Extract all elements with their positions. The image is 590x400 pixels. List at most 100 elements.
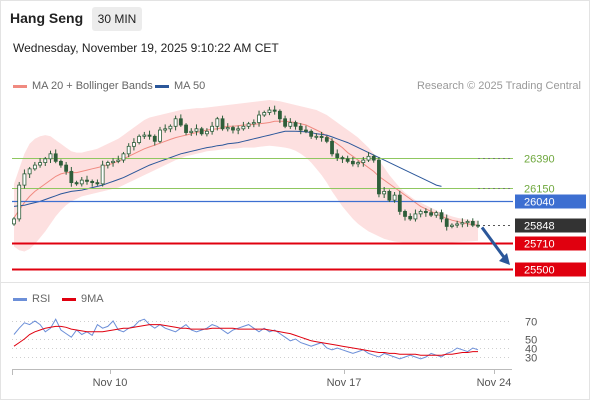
legend-ma20-label: MA 20 + Bollinger Bands bbox=[32, 80, 153, 93]
candle-body bbox=[288, 122, 293, 127]
level-label-26040: 26040 bbox=[524, 197, 555, 209]
candle-body bbox=[246, 123, 251, 127]
candle-body bbox=[168, 125, 173, 130]
candle-body bbox=[324, 137, 329, 142]
credit-text: Research © 2025 Trading Central bbox=[416, 80, 581, 92]
rsi-tick-label: 50 bbox=[525, 335, 537, 347]
candle-body bbox=[392, 194, 397, 201]
level-label-26390: 26390 bbox=[524, 154, 555, 166]
x-axis-label: Nov 10 bbox=[93, 377, 128, 389]
bollinger-band-area bbox=[14, 100, 478, 252]
candle-body bbox=[460, 222, 465, 225]
candle-body bbox=[85, 179, 89, 182]
candle-body bbox=[126, 145, 131, 155]
rsi-tick-label: 40 bbox=[525, 344, 537, 356]
candle-body bbox=[178, 118, 183, 126]
rsi-line bbox=[13, 318, 479, 360]
candle-body bbox=[408, 216, 413, 220]
candle-body bbox=[251, 122, 256, 125]
candle-body bbox=[403, 211, 407, 217]
candle-body bbox=[74, 182, 79, 185]
legend-rsi: RSI bbox=[13, 293, 50, 305]
candle-body bbox=[418, 211, 423, 215]
candle-body bbox=[361, 159, 366, 163]
candle-body bbox=[465, 221, 470, 224]
rsi-tick-label: 30 bbox=[525, 353, 537, 365]
candle-body bbox=[350, 160, 355, 165]
candle-body bbox=[90, 180, 95, 184]
candle-body bbox=[356, 162, 360, 165]
legend-rsi-label: RSI bbox=[32, 293, 51, 306]
candle-body bbox=[48, 153, 53, 160]
rsi-swatch bbox=[13, 297, 27, 301]
candle-body bbox=[105, 162, 110, 166]
candle-body bbox=[59, 160, 63, 166]
legend-ma50-label: MA 50 bbox=[174, 80, 206, 93]
candle-body bbox=[397, 194, 402, 212]
candle-body bbox=[257, 114, 261, 123]
x-axis-label: Nov 17 bbox=[327, 377, 362, 389]
candle-body bbox=[283, 118, 288, 127]
ma50-line bbox=[13, 130, 442, 207]
level-tag-25848 bbox=[515, 218, 586, 233]
x-axis-label: Nov 24 bbox=[477, 377, 512, 389]
candle-body bbox=[309, 130, 314, 137]
candle-body bbox=[231, 127, 235, 131]
candle-body bbox=[304, 129, 308, 132]
candle-body bbox=[173, 118, 178, 127]
legend-9ma-label: 9MA bbox=[81, 293, 104, 306]
candle-body bbox=[423, 211, 428, 214]
ma9-swatch bbox=[62, 297, 76, 301]
candle-body bbox=[12, 218, 16, 225]
candle-body bbox=[100, 164, 105, 185]
level-label-25500: 25500 bbox=[524, 265, 555, 277]
candle-body bbox=[199, 128, 204, 135]
candle-body bbox=[147, 134, 152, 137]
candle-body bbox=[163, 128, 168, 131]
candle-body bbox=[32, 164, 37, 170]
candle-body bbox=[215, 118, 220, 127]
level-tag-25710 bbox=[515, 236, 586, 251]
candle-body bbox=[137, 135, 142, 143]
candle-body bbox=[132, 142, 136, 147]
level-tag-26040 bbox=[515, 194, 586, 209]
candle-body bbox=[335, 153, 340, 158]
candle-body bbox=[434, 212, 439, 216]
candle-body bbox=[204, 130, 209, 135]
candle-body bbox=[184, 124, 188, 133]
ma50-swatch bbox=[155, 84, 169, 88]
candle-body bbox=[152, 135, 157, 142]
candle-body bbox=[293, 122, 298, 127]
candle-body bbox=[371, 155, 376, 161]
ma20-swatch bbox=[13, 84, 27, 88]
candle-body bbox=[43, 158, 48, 163]
level-label-25848: 25848 bbox=[524, 221, 555, 233]
candle-body bbox=[79, 179, 84, 185]
candle-body bbox=[53, 153, 58, 162]
candle-body bbox=[314, 135, 319, 138]
candle-body bbox=[27, 168, 32, 175]
forecast-arrow-shaft bbox=[480, 226, 508, 261]
candle-body bbox=[476, 224, 480, 227]
timeframe-button[interactable]: 30 MIN bbox=[92, 7, 142, 31]
forecast-arrow-head bbox=[499, 252, 510, 265]
candle-body bbox=[22, 173, 27, 186]
candle-body bbox=[272, 109, 277, 112]
rsi-ma9-line bbox=[13, 324, 478, 356]
candle-body bbox=[142, 134, 147, 137]
legend-ma20: MA 20 + Bollinger Bands bbox=[13, 80, 153, 92]
candle-body bbox=[319, 135, 324, 138]
candle-body bbox=[345, 158, 350, 162]
candle-body bbox=[429, 212, 433, 216]
candle-body bbox=[194, 128, 199, 132]
candle-body bbox=[298, 125, 303, 131]
level-label-26150: 26150 bbox=[524, 184, 555, 196]
legend-9ma: 9MA bbox=[62, 293, 104, 305]
candle-body bbox=[439, 212, 444, 220]
candle-body bbox=[470, 221, 475, 226]
candle-body bbox=[444, 218, 449, 227]
candle-body bbox=[95, 182, 100, 185]
